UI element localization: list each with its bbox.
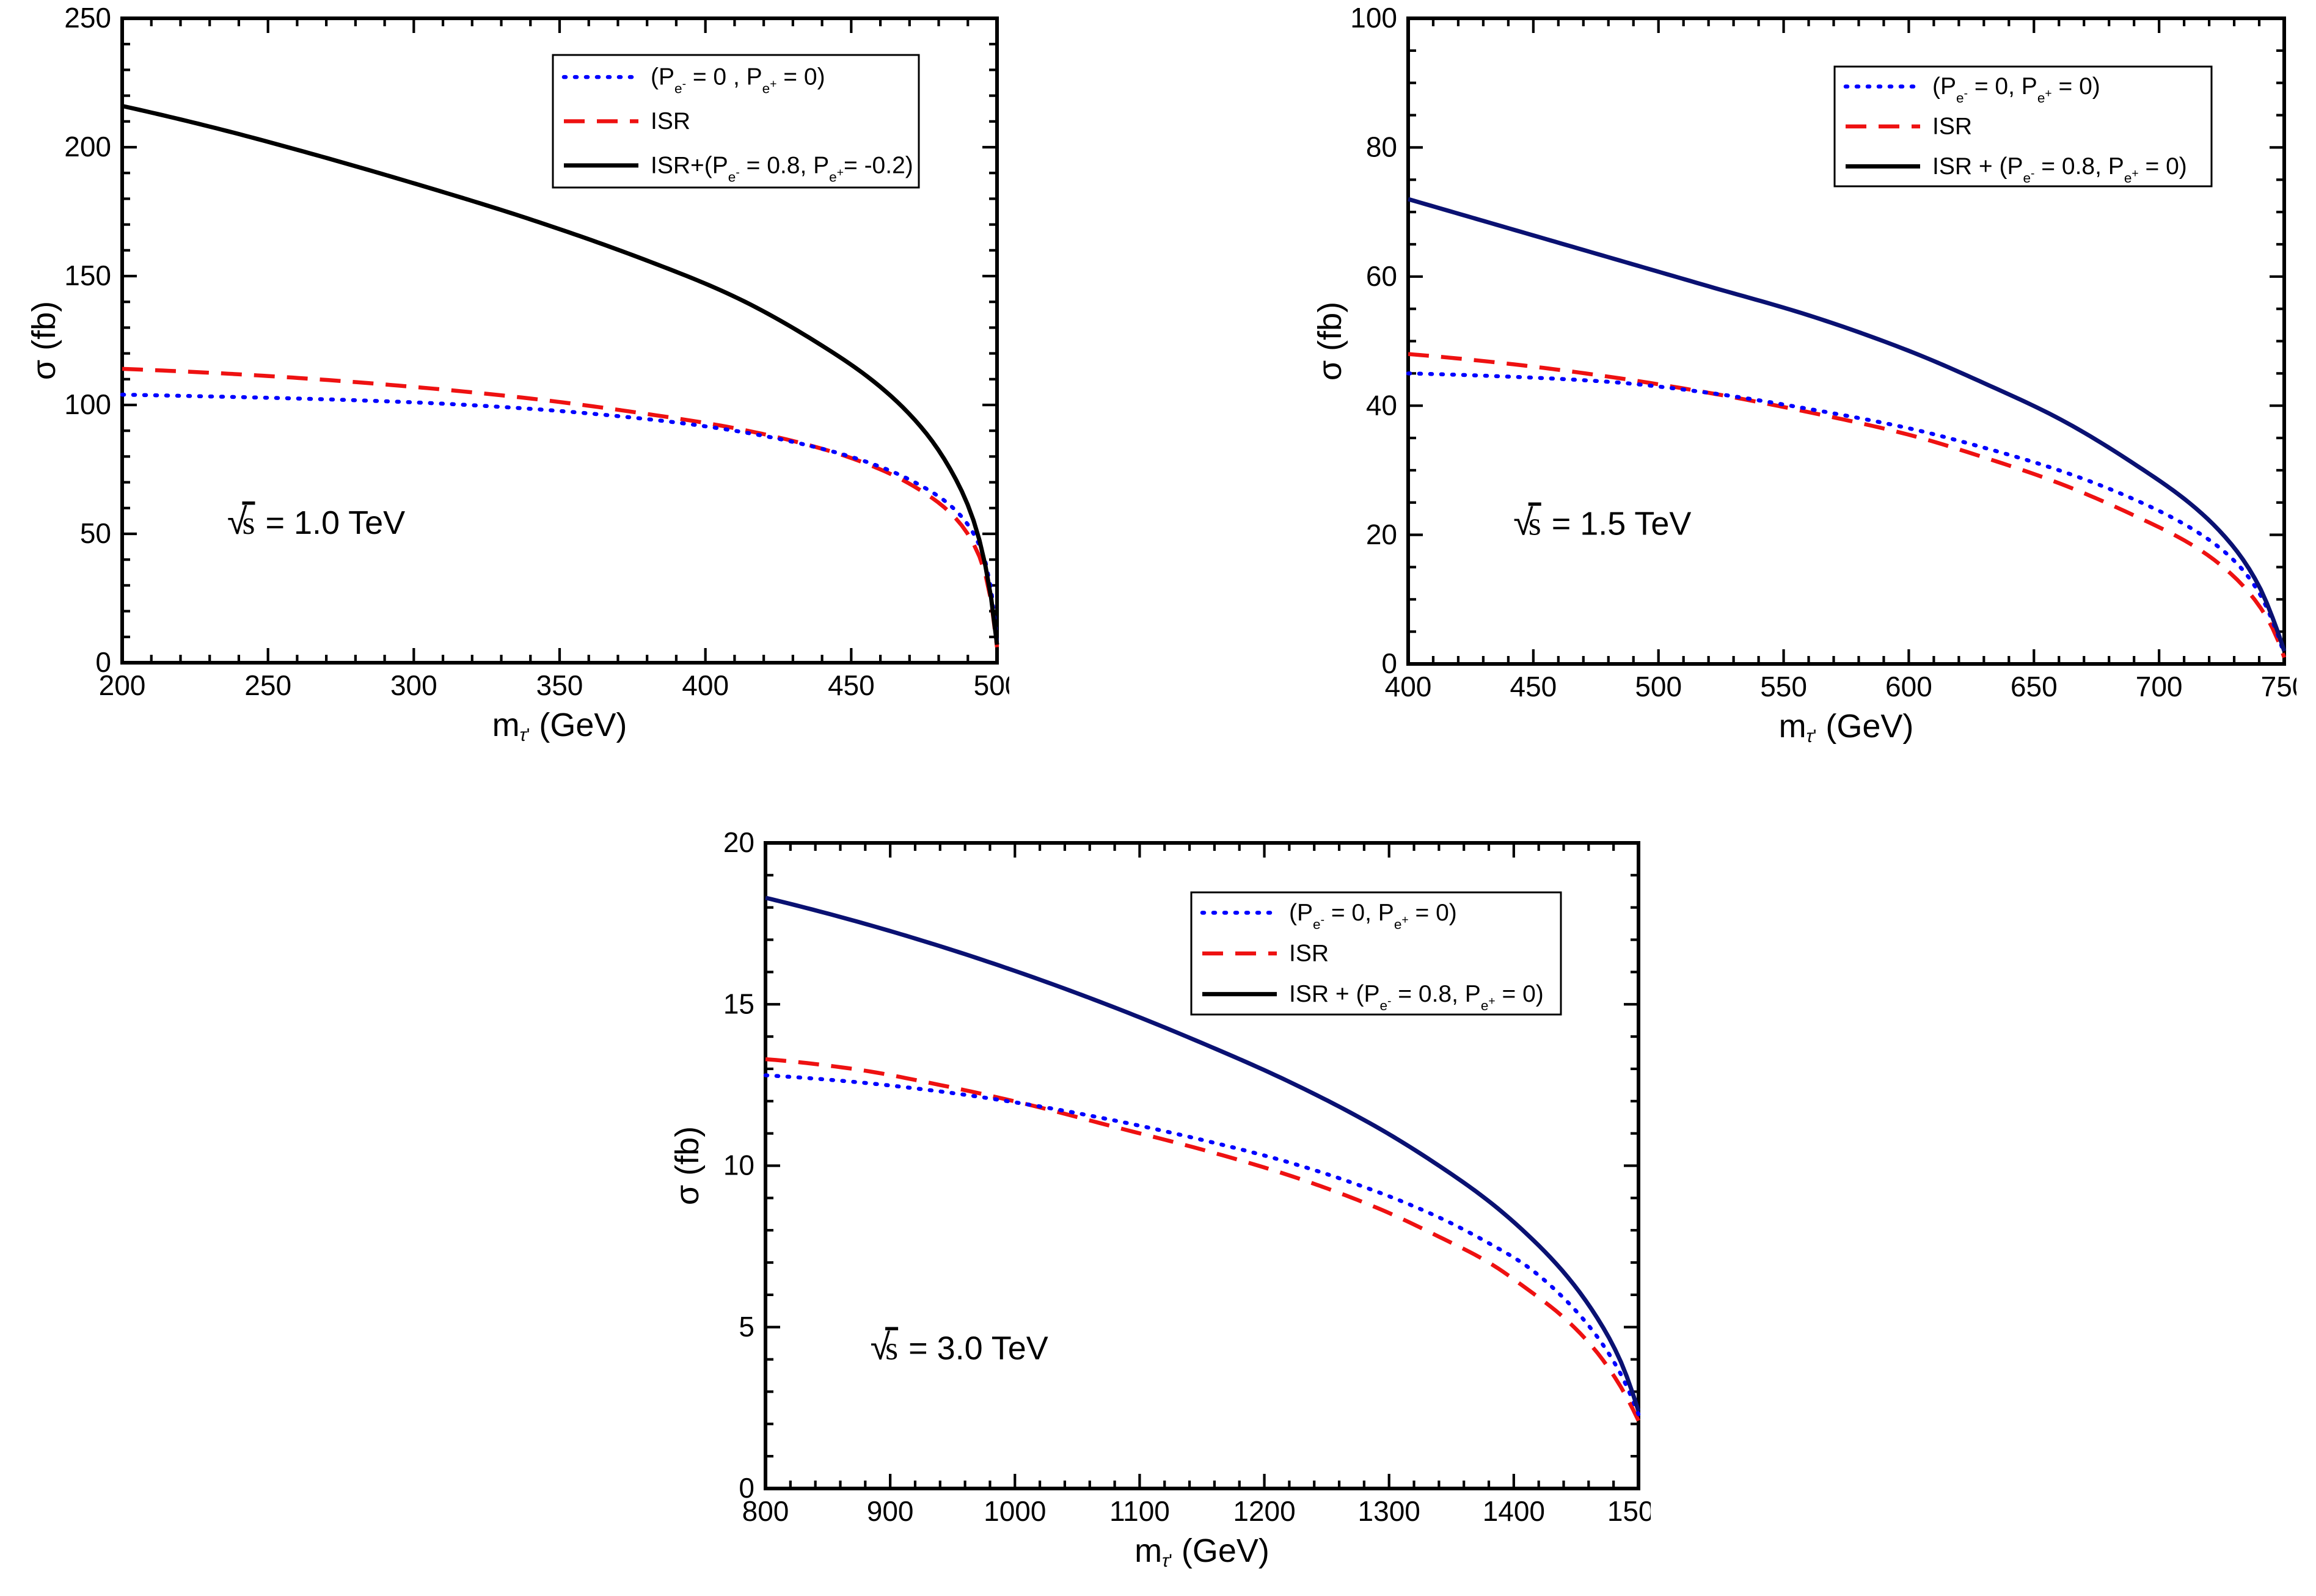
svg-text:400: 400 bbox=[682, 669, 729, 701]
svg-text:20: 20 bbox=[723, 831, 754, 858]
svg-text:250: 250 bbox=[244, 669, 291, 701]
svg-text:15: 15 bbox=[723, 988, 754, 1019]
svg-text:√s = 1.5 TeV: √s = 1.5 TeV bbox=[1513, 502, 1691, 543]
svg-text:500: 500 bbox=[974, 669, 1009, 701]
svg-text:0: 0 bbox=[95, 646, 111, 678]
svg-text:1300: 1300 bbox=[1358, 1495, 1420, 1527]
svg-text:40: 40 bbox=[1366, 389, 1397, 421]
svg-text:ISR: ISR bbox=[1932, 113, 1972, 139]
svg-text:450: 450 bbox=[828, 669, 875, 701]
svg-text:0: 0 bbox=[1381, 647, 1397, 679]
svg-text:700: 700 bbox=[2136, 671, 2183, 702]
svg-text:ISR: ISR bbox=[651, 108, 690, 134]
svg-text:mτ' (GeV): mτ' (GeV) bbox=[1779, 708, 1914, 746]
svg-text:450: 450 bbox=[1510, 671, 1557, 702]
svg-text:1100: 1100 bbox=[1109, 1495, 1170, 1527]
svg-text:σ (fb): σ (fb) bbox=[674, 1126, 706, 1205]
svg-text:200: 200 bbox=[64, 131, 111, 162]
svg-text:ISR: ISR bbox=[1289, 940, 1329, 966]
svg-text:1200: 1200 bbox=[1233, 1495, 1295, 1527]
svg-text:750: 750 bbox=[2261, 671, 2296, 702]
svg-text:100: 100 bbox=[1350, 6, 1397, 34]
svg-text:5: 5 bbox=[739, 1311, 754, 1343]
svg-text:600: 600 bbox=[1885, 671, 1932, 702]
svg-text:20: 20 bbox=[1366, 519, 1397, 550]
svg-text:80: 80 bbox=[1366, 131, 1397, 163]
svg-text:1400: 1400 bbox=[1483, 1495, 1545, 1527]
svg-text:σ (fb): σ (fb) bbox=[31, 301, 62, 380]
svg-text:√s = 1.0 TeV: √s = 1.0 TeV bbox=[227, 501, 405, 542]
svg-text:mτ' (GeV): mτ' (GeV) bbox=[1134, 1532, 1269, 1571]
svg-text:0: 0 bbox=[739, 1472, 754, 1504]
svg-text:60: 60 bbox=[1366, 260, 1397, 292]
svg-text:250: 250 bbox=[64, 6, 111, 34]
svg-text:550: 550 bbox=[1760, 671, 1807, 702]
svg-text:1000: 1000 bbox=[984, 1495, 1046, 1527]
svg-text:300: 300 bbox=[390, 669, 437, 701]
svg-text:350: 350 bbox=[536, 669, 583, 701]
svg-text:mτ' (GeV): mτ' (GeV) bbox=[492, 707, 627, 745]
svg-text:σ (fb): σ (fb) bbox=[1317, 302, 1348, 381]
svg-text:50: 50 bbox=[80, 517, 111, 549]
svg-text:900: 900 bbox=[867, 1495, 914, 1527]
svg-text:500: 500 bbox=[1635, 671, 1682, 702]
svg-text:10: 10 bbox=[723, 1150, 754, 1181]
svg-text:150: 150 bbox=[64, 260, 111, 291]
svg-text:√s = 3.0 TeV: √s = 3.0 TeV bbox=[870, 1327, 1048, 1368]
svg-text:650: 650 bbox=[2011, 671, 2058, 702]
svg-text:100: 100 bbox=[64, 388, 111, 420]
